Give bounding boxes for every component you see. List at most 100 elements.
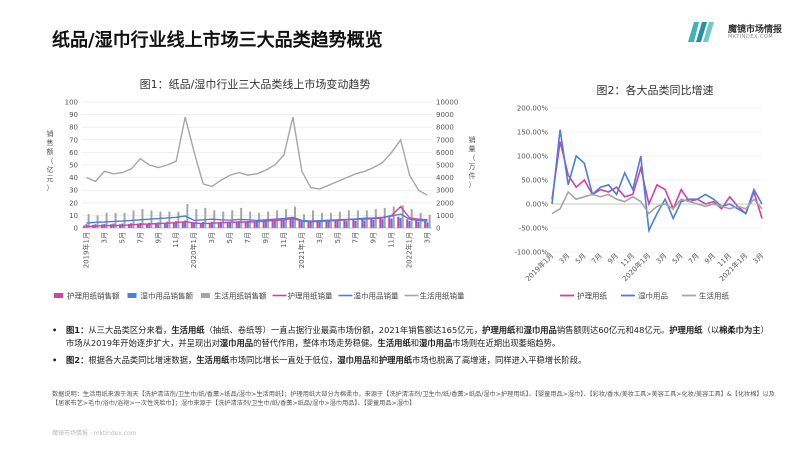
- x-tick: 9月: [703, 252, 717, 266]
- bar-life: [428, 214, 431, 228]
- notes: • 图1：从三大品类区分来看，生活用纸（抽纸、卷纸等）一直占据行业最高市场份额，…: [52, 324, 772, 371]
- legend-label: 生活用纸: [699, 291, 729, 301]
- bar-wet: [291, 219, 294, 228]
- y-left-tick: 70: [69, 136, 78, 144]
- note-segment: 和: [370, 355, 379, 365]
- note-segment: 护理用纸: [378, 355, 413, 365]
- bar-wet: [408, 221, 411, 228]
- bar-life: [105, 212, 108, 228]
- bar-care: [388, 217, 391, 228]
- bar-wet: [363, 220, 366, 228]
- bar-life: [141, 209, 144, 228]
- x-tick: 5月: [334, 232, 342, 243]
- note-segment: 销售额则达60亿元和48亿元。: [556, 325, 670, 335]
- bar-wet: [202, 221, 205, 228]
- bar-care: [397, 216, 400, 228]
- line-wet: [86, 213, 428, 224]
- bar-wet: [381, 219, 384, 228]
- legend-label: 生活用纸销售额: [214, 291, 267, 301]
- bar-life: [159, 211, 162, 228]
- x-tick: 3月: [558, 252, 572, 266]
- note-1-text: 图1：从三大品类区分来看，生活用纸（抽纸、卷纸等）一直占据行业最高市场份额，20…: [66, 325, 769, 348]
- note-label: 图2：: [66, 355, 89, 365]
- bar-wet: [219, 221, 222, 228]
- y-left-tick: 10: [69, 212, 78, 220]
- y-right-tick: 10000: [436, 99, 458, 107]
- note-segment: 护理用纸: [669, 325, 703, 335]
- x-tick: 9月: [370, 232, 378, 243]
- bar-care: [298, 221, 301, 228]
- note-segment: 和: [515, 325, 524, 335]
- x-tick: 9月: [606, 252, 620, 266]
- line-life: [551, 190, 763, 215]
- x-tick: 2019年1月: [81, 232, 90, 268]
- bar-care: [181, 221, 184, 228]
- legend-swatch: [201, 293, 210, 298]
- bar-wet: [345, 221, 348, 228]
- bar-care: [136, 223, 139, 228]
- y-right-tick: 7000: [436, 136, 454, 144]
- bar-wet: [399, 217, 402, 228]
- y-right-tick: 1000: [436, 212, 454, 220]
- y-right-tick: 8000: [436, 124, 454, 132]
- bar-wet: [426, 222, 429, 228]
- note-segment: 市场也脱离了高增速，同样进入平稳增长阶段。: [412, 355, 587, 365]
- bar-wet: [336, 221, 339, 228]
- bar-life: [132, 210, 135, 228]
- y-left-tick: 40: [69, 174, 78, 182]
- bar-care: [199, 223, 202, 228]
- bar-wet: [148, 222, 151, 228]
- bar-care: [145, 223, 148, 228]
- line-care: [86, 205, 428, 228]
- y-tick: 150.00%: [517, 129, 548, 137]
- note-segment: 市场同比增长一直处于低位，: [229, 355, 338, 365]
- bar-care: [208, 222, 211, 228]
- bar-care: [226, 221, 229, 228]
- bar-life: [204, 207, 207, 228]
- note-segment: 和: [410, 338, 420, 348]
- bar-care: [190, 222, 193, 228]
- bar-wet: [255, 221, 258, 228]
- bar-care: [415, 219, 418, 228]
- x-tick: 7月: [590, 252, 604, 266]
- legend-label: 护理用纸: [577, 291, 607, 301]
- bar-life: [114, 212, 117, 228]
- bar-wet: [273, 220, 276, 228]
- bar-wet: [300, 221, 303, 228]
- bar-life: [177, 211, 180, 228]
- bar-wet: [211, 221, 214, 228]
- bar-care: [343, 219, 346, 228]
- bar-care: [289, 219, 292, 228]
- brand: 魔镜市场情报 MKTINDEX.COM: [686, 20, 786, 44]
- chart-sales-trend: 图1：纸品/湿巾行业三大品类线上市场变动趋势 0 10 20 30 40 50 60 70 80 9…: [47, 77, 476, 301]
- legend-label: 湿巾用品: [638, 291, 668, 301]
- bar-wet: [318, 221, 321, 228]
- y-tick: 200.00%: [517, 105, 548, 113]
- page-title: 纸品/湿巾行业线上市场三大品类趋势概览: [52, 30, 383, 51]
- note-segment: ）市场从2019年开始逐步扩大，并呈现出对: [66, 325, 769, 348]
- bar-care: [334, 219, 337, 228]
- bar-wet: [372, 219, 375, 228]
- bar-care: [217, 222, 220, 228]
- y-left-tick: 100: [65, 99, 78, 107]
- line-care: [551, 141, 763, 219]
- chart-yoy-growth: 图2：各大品类同比增速 -100.00% -50.00% 0.00% 50.00% 100…: [514, 83, 765, 301]
- bar-wet: [390, 218, 393, 228]
- note-segment: 湿巾用品: [523, 325, 557, 335]
- bar-wet: [264, 220, 267, 228]
- bar-wet: [157, 222, 160, 228]
- y-tick: 50.00%: [521, 177, 548, 185]
- x-tick: 3月: [316, 232, 324, 243]
- bar-care: [262, 221, 265, 228]
- bar-care: [172, 222, 175, 228]
- x-tick: 5月: [118, 232, 126, 243]
- x-tick: 9月: [262, 232, 270, 243]
- bar-life: [87, 214, 90, 228]
- brand-logo-icon: [688, 22, 714, 42]
- y-right-label: 销量（万件）: [469, 135, 476, 189]
- note-1: • 图1：从三大品类区分来看，生活用纸（抽纸、卷纸等）一直占据行业最高市场份额，…: [52, 325, 769, 348]
- bar-care: [271, 220, 274, 228]
- bar-care: [352, 219, 355, 228]
- x-tick: 3月: [100, 232, 108, 243]
- bar-wet: [282, 219, 285, 228]
